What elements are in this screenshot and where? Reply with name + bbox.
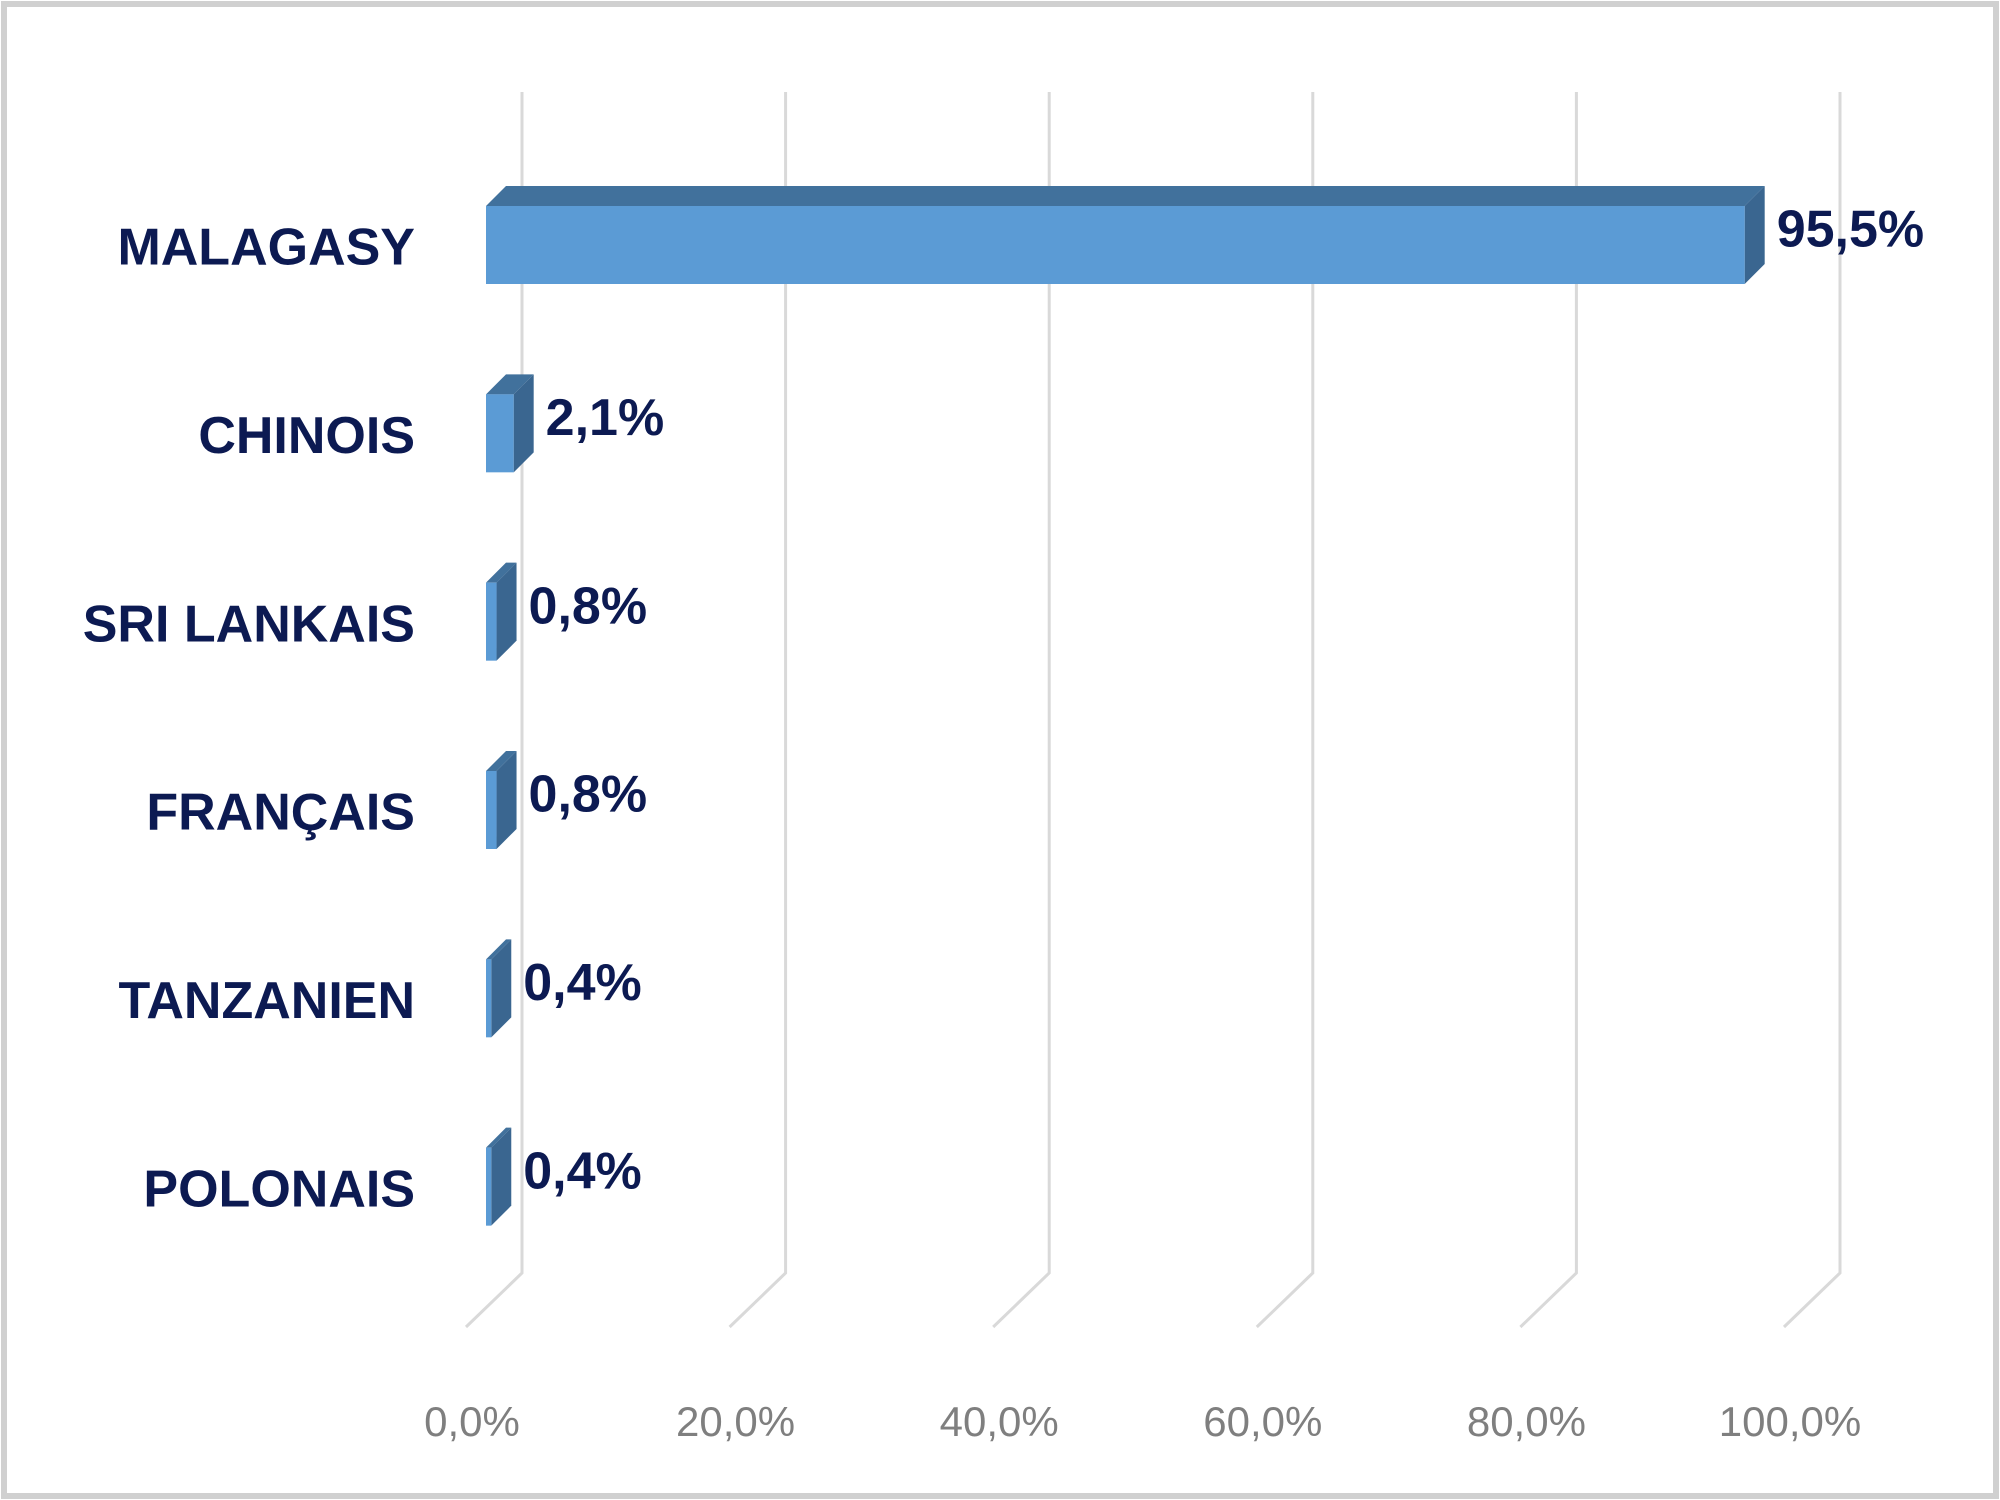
- x-tick-label: 20,0%: [676, 1398, 795, 1445]
- y-tick-label: SRI LANKAIS: [83, 595, 415, 653]
- y-tick-label: CHINOIS: [198, 407, 415, 465]
- data-label: 95,5%: [1777, 201, 1924, 259]
- data-label: 0,4%: [523, 954, 642, 1012]
- data-label: 2,1%: [546, 389, 665, 447]
- bar: [486, 374, 534, 473]
- grid-line: [464, 92, 524, 1329]
- grid-line: [992, 92, 1051, 1329]
- grid-line: [1255, 92, 1315, 1329]
- bar: [486, 562, 517, 661]
- x-tick-label: 80,0%: [1467, 1398, 1586, 1445]
- grid-line: [1782, 92, 1842, 1329]
- data-label: 0,8%: [529, 766, 648, 824]
- data-label: 0,4%: [523, 1142, 642, 1200]
- x-tick-label: 40,0%: [940, 1398, 1059, 1445]
- y-tick-label: POLONAIS: [143, 1160, 415, 1218]
- bar: [486, 186, 1765, 284]
- bar: [486, 1127, 512, 1226]
- x-tick-label: 60,0%: [1203, 1398, 1322, 1445]
- data-label: 0,8%: [529, 577, 648, 635]
- grid-line: [1519, 92, 1578, 1329]
- grid-line: [728, 92, 788, 1329]
- y-tick-label: TANZANIEN: [118, 972, 415, 1030]
- x-tick-label: 100,0%: [1719, 1398, 1861, 1445]
- y-tick-label: MALAGASY: [117, 219, 415, 277]
- bar: [486, 939, 512, 1038]
- y-tick-label: FRANÇAIS: [146, 784, 415, 842]
- bar: [486, 751, 517, 849]
- x-tick-label: 0,0%: [424, 1398, 520, 1445]
